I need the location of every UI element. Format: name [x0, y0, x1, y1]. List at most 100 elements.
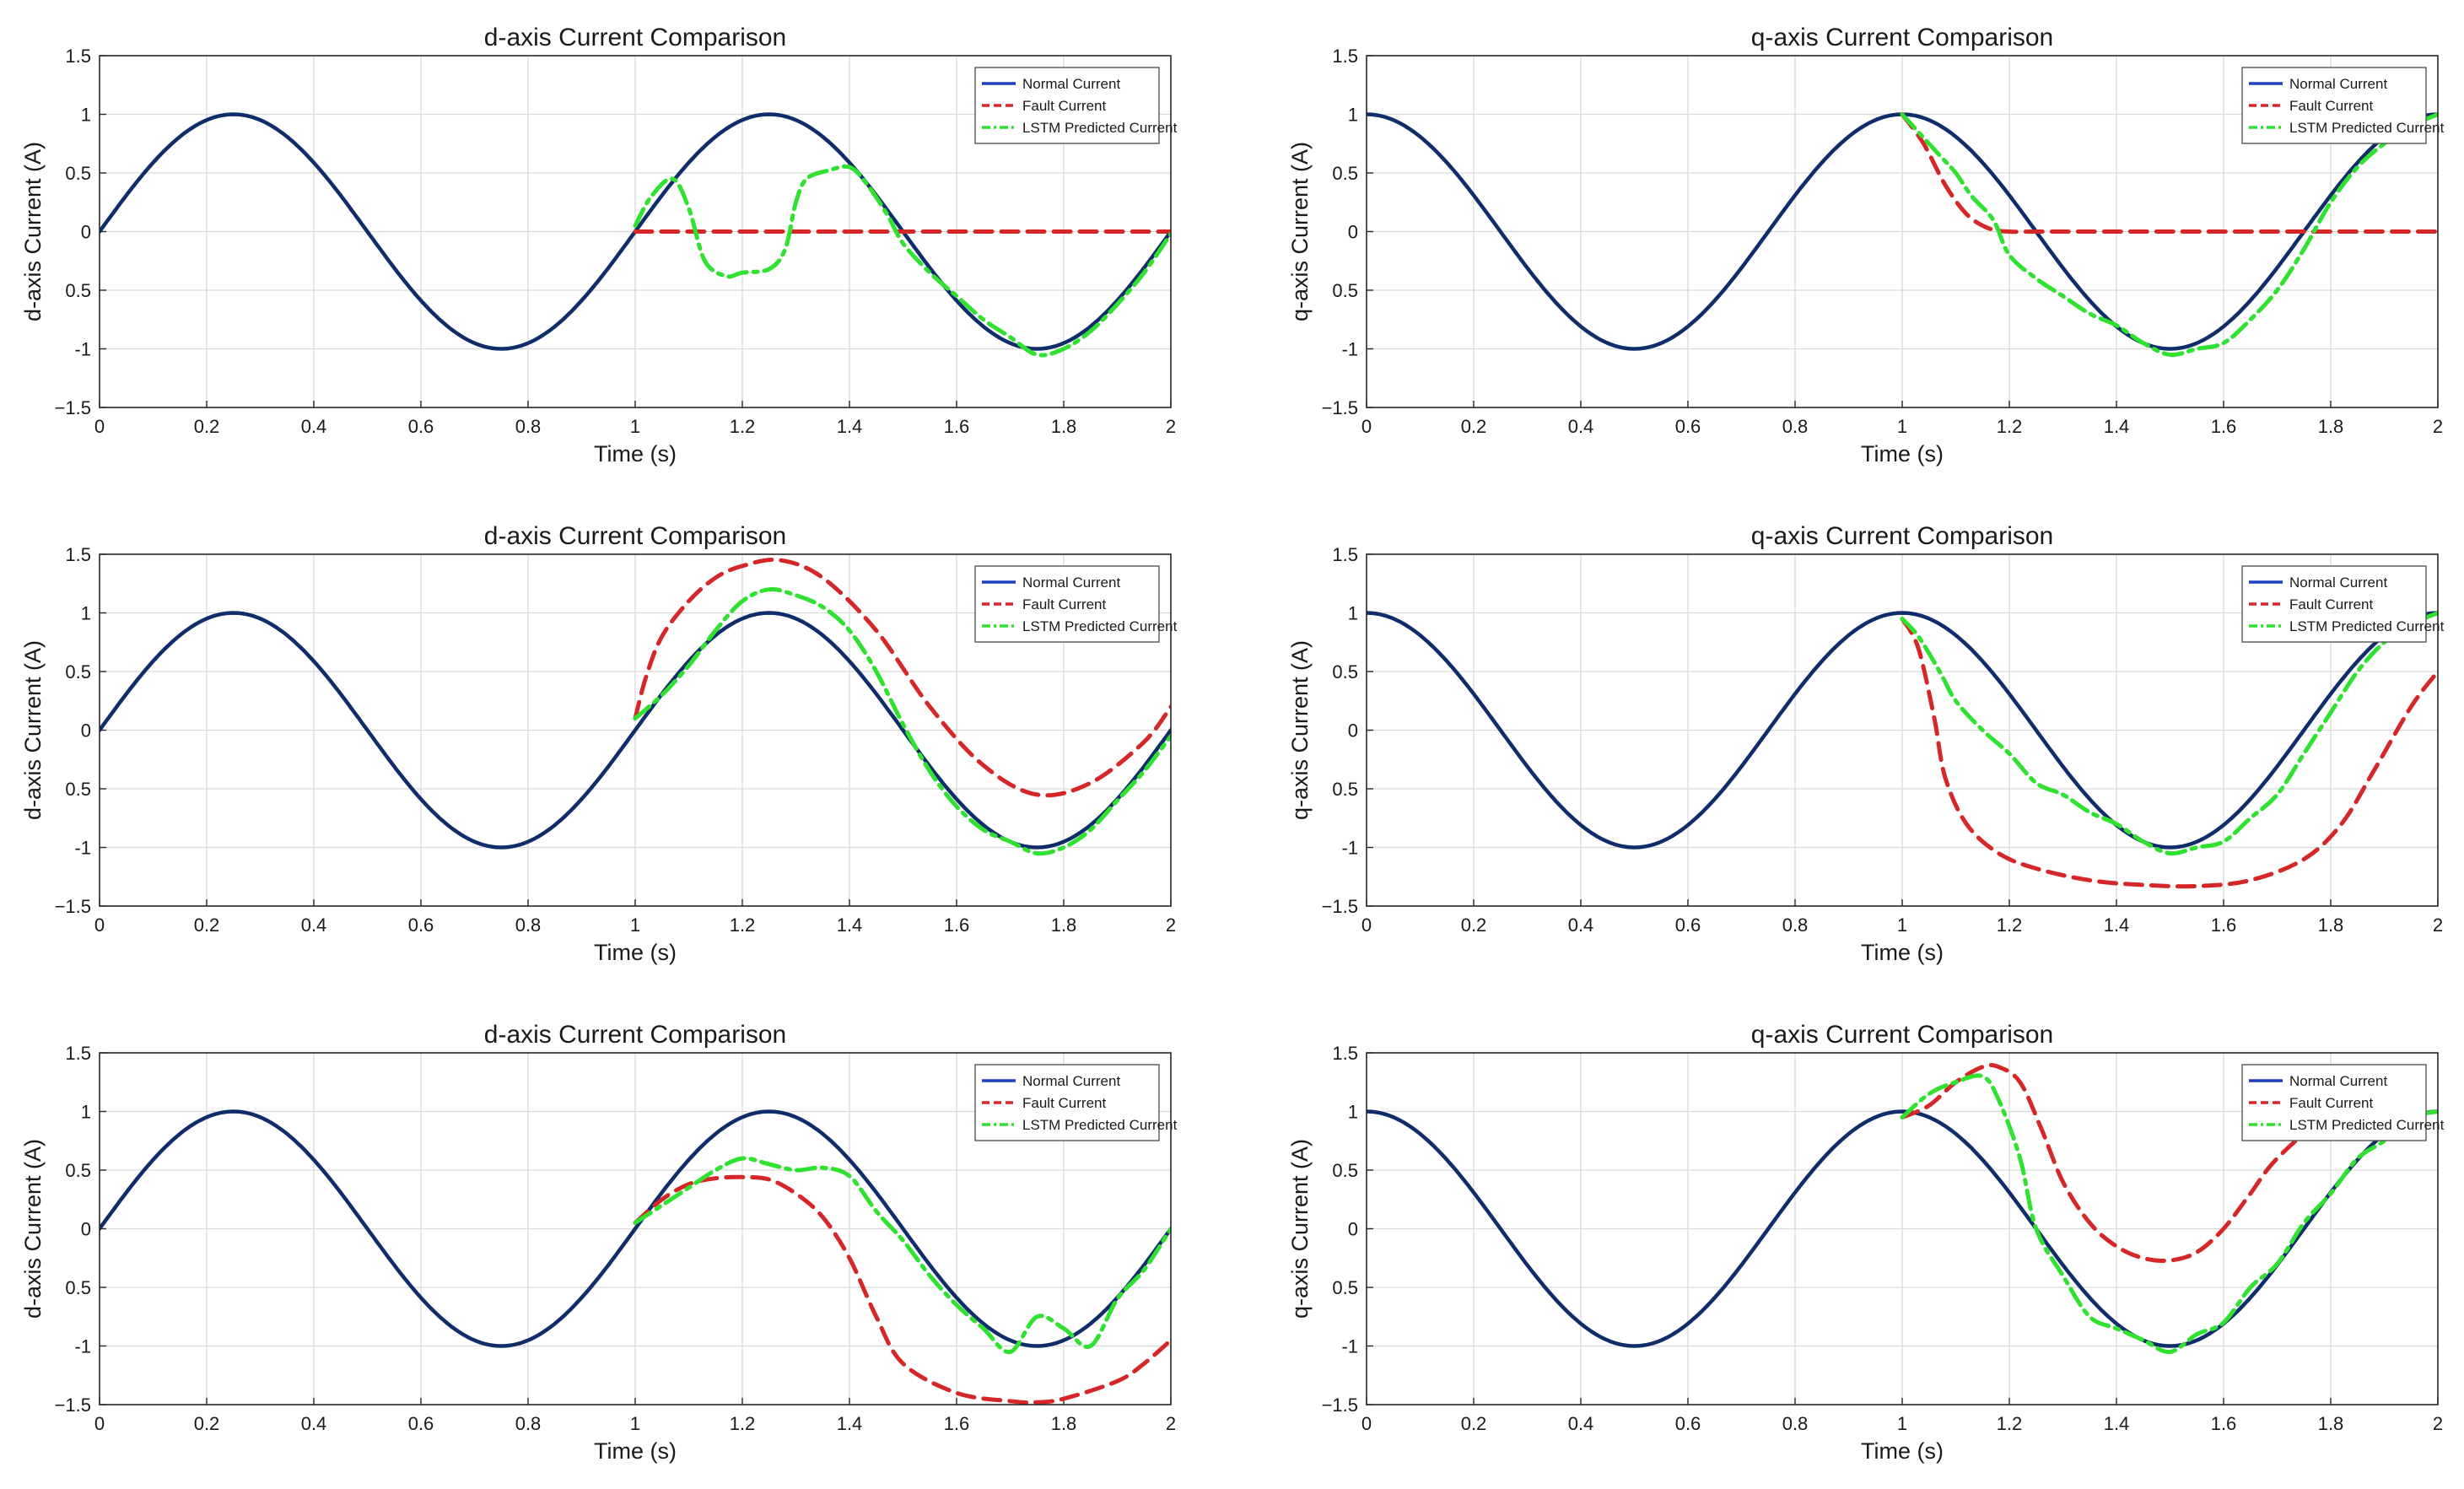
x-tick-label: 0.4 — [301, 914, 327, 936]
y-tick-label: −1.5 — [55, 1395, 91, 1416]
chart-title: d-axis Current Comparison — [484, 1021, 786, 1049]
y-tick-label: -1 — [74, 339, 91, 360]
plot-frame — [99, 553, 1172, 907]
y-axis-label: q-axis Current (A) — [1287, 640, 1313, 820]
legend-label: Normal Current — [2289, 76, 2387, 92]
series-group — [100, 112, 1171, 358]
x-tick-label: 0.6 — [1675, 416, 1701, 437]
x-tick-label: 2 — [1166, 1413, 1176, 1434]
chart-title: q-axis Current Comparison — [1751, 24, 2053, 51]
x-tick-label: 1.2 — [730, 914, 756, 936]
plot-frame — [1366, 553, 2439, 907]
x-tick-label: 0.4 — [1568, 416, 1594, 437]
x-tick-label: 0 — [94, 1413, 105, 1434]
x-tick-label: 1.8 — [1051, 914, 1077, 936]
y-tick-label: −1.5 — [55, 896, 91, 917]
x-axis-label: Time (s) — [1861, 441, 1944, 467]
x-tick-label: 1.2 — [730, 416, 756, 437]
x-tick-label: 1 — [630, 914, 640, 936]
x-tick-label: 1.6 — [2211, 1413, 2237, 1434]
x-tick-label: 0.8 — [515, 416, 542, 437]
x-tick-label: 0.6 — [408, 416, 434, 437]
y-tick-label: 0 — [1348, 222, 1358, 243]
y-axis-label: d-axis Current (A) — [20, 640, 46, 820]
legend: Normal Current Fault Current LSTM Predicte… — [2241, 67, 2445, 144]
series-group — [1367, 112, 2438, 358]
y-tick-label: 0 — [81, 720, 91, 742]
series-group — [100, 1109, 1171, 1405]
legend-label: LSTM Predicted Current — [2289, 1117, 2445, 1133]
legend-label: LSTM Predicted Current — [2289, 618, 2445, 634]
x-tick-label: 1.8 — [1051, 1413, 1077, 1434]
legend-label: LSTM Predicted Current — [1022, 1117, 1178, 1133]
x-tick-label: 1.4 — [837, 1413, 863, 1434]
x-tick-label: 0.4 — [1568, 914, 1594, 936]
x-tick-label: 0.4 — [301, 1413, 327, 1434]
y-tick-label: 0 — [81, 222, 91, 243]
lstm-predicted-line — [633, 164, 1171, 358]
legend: Normal Current Fault Current LSTM Predicte… — [2241, 565, 2445, 643]
y-tick-label: 0.5 — [1332, 1277, 1358, 1298]
x-tick-label: 1 — [630, 416, 640, 437]
chart-panel-2: 0 0.2 0.4 0.6 0.8 1 1.2 1.4 1.6 1.8 2 1.5 1 0.5 0 0.5 -1… — [1287, 24, 2445, 467]
lstm-predicted-line — [1900, 1073, 2438, 1355]
x-tick-label: 2 — [2433, 1413, 2443, 1434]
x-tick-label: 0.8 — [515, 1413, 542, 1434]
y-tick-label: −1.5 — [55, 397, 91, 418]
legend-label: Normal Current — [1022, 76, 1120, 92]
y-tick-label: 0.5 — [1332, 661, 1358, 682]
y-tick-label: 1 — [1348, 105, 1358, 126]
x-tick-label: 1.2 — [1997, 1413, 2023, 1434]
chart-panel-1: 0 0.2 0.4 0.6 0.8 1 1.2 1.4 1.6 1.8 2 1.5 1 0.5 0 0.5 -1… — [20, 24, 1178, 467]
x-tick-label: 1.4 — [837, 416, 863, 437]
x-tick-label: 0 — [94, 914, 105, 936]
x-tick-label: 2 — [1166, 914, 1176, 936]
x-tick-label: 1.6 — [944, 1413, 970, 1434]
plot-frame — [1366, 1052, 2439, 1405]
y-tick-label: -1 — [1341, 838, 1358, 859]
y-tick-label: 0 — [81, 1219, 91, 1240]
y-tick-label: 0.5 — [65, 163, 91, 184]
plot-frame — [1366, 55, 2439, 408]
x-tick-label: 1.8 — [2318, 1413, 2344, 1434]
legend-label: LSTM Predicted Current — [1022, 120, 1178, 136]
y-tick-label: 0.5 — [65, 779, 91, 800]
fault-current-line — [1900, 112, 2438, 235]
legend-label: LSTM Predicted Current — [1022, 618, 1178, 634]
y-tick-label: 1.5 — [1332, 46, 1358, 67]
y-tick-label: -1 — [1341, 339, 1358, 360]
normal-current-line — [1367, 1109, 2438, 1348]
legend-label: Normal Current — [2289, 1073, 2387, 1089]
y-tick-label: 1 — [1348, 603, 1358, 624]
series-group — [100, 557, 1171, 856]
x-tick-label: 0.4 — [1568, 1413, 1594, 1434]
y-tick-label: 0.5 — [1332, 280, 1358, 301]
y-axis-label: d-axis Current (A) — [20, 142, 46, 321]
y-tick-label: 0.5 — [65, 280, 91, 301]
chart-title: q-axis Current Comparison — [1751, 1021, 2053, 1049]
y-tick-label: −1.5 — [1322, 397, 1358, 418]
y-axis-label: q-axis Current (A) — [1287, 142, 1313, 321]
chart-title: d-axis Current Comparison — [484, 522, 786, 550]
x-tick-label: 0.4 — [301, 416, 327, 437]
x-tick-label: 0.2 — [194, 416, 220, 437]
chart-panel-3: 0 0.2 0.4 0.6 0.8 1 1.2 1.4 1.6 1.8 2 1.5 1 0.5 0 0.5 -1… — [20, 522, 1178, 965]
y-tick-label: 0.5 — [65, 661, 91, 682]
chart-title: q-axis Current Comparison — [1751, 522, 2053, 550]
x-tick-label: 1.2 — [1997, 914, 2023, 936]
y-tick-label: 1.5 — [65, 1043, 91, 1064]
y-tick-label: 1.5 — [1332, 1043, 1358, 1064]
y-tick-label: 0 — [1348, 720, 1358, 742]
legend-label: Fault Current — [1022, 596, 1106, 612]
x-tick-label: 1.2 — [1997, 416, 2023, 437]
x-tick-label: 1.8 — [2318, 914, 2344, 936]
x-tick-label: 0.6 — [408, 1413, 434, 1434]
x-tick-label: 1 — [1897, 416, 1907, 437]
legend: Normal Current Fault Current LSTM Predicte… — [2241, 1064, 2445, 1141]
x-axis-label: Time (s) — [1861, 940, 1944, 965]
x-axis-label: Time (s) — [594, 441, 677, 467]
fault-current-line — [1900, 1062, 2360, 1263]
x-tick-label: 1.4 — [837, 914, 863, 936]
x-tick-label: 0.2 — [1461, 914, 1487, 936]
x-tick-label: 2 — [1166, 416, 1176, 437]
